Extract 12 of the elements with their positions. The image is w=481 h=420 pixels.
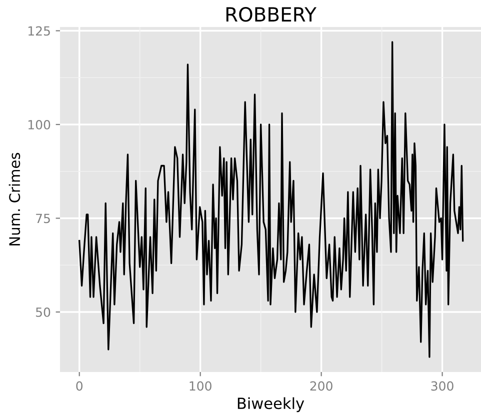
x-tick-label: 200 [310,381,332,391]
x-tick-label: 100 [190,381,212,391]
y-tick-label: 125 [28,26,50,36]
x-tick-label: 0 [76,381,83,391]
y-tick-label: 50 [36,307,50,317]
y-axis-title: Num. Crimes [8,152,20,246]
x-axis-title: Biweekly [238,397,304,412]
chart-title: ROBBERY [226,7,316,22]
y-tick-label: 100 [28,120,50,130]
line-series [78,41,464,358]
y-tick-label: 75 [36,214,50,224]
x-tick-label: 300 [431,381,454,391]
